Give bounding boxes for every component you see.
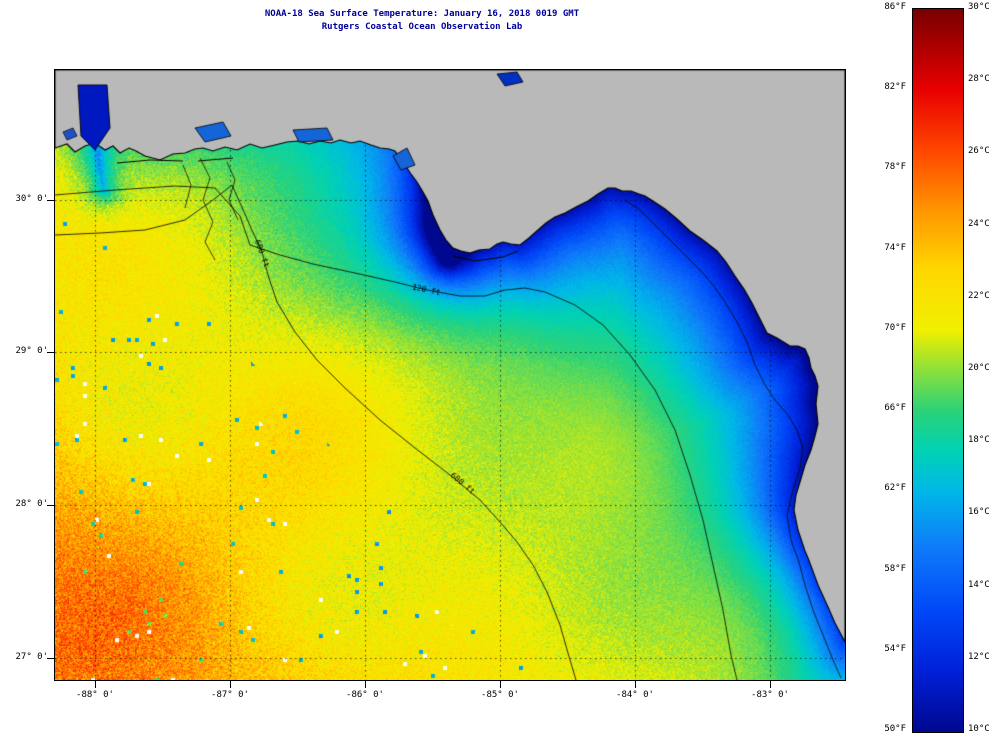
colorbar-f-label: 86°F [884, 2, 906, 12]
x-tick-mark [365, 681, 366, 688]
title-line2: Rutgers Coastal Ocean Observation Lab [321, 22, 523, 32]
colorbar-f-label: 70°F [884, 322, 906, 333]
y-tick-label: 30° 0' [15, 194, 48, 204]
colorbar-c-label: 26°C [968, 146, 990, 157]
colorbar-celsius-labels: 30°C 28°C 26°C 24°C 22°C 20°C 18°C 16°C 14°C 12°C… [968, 0, 1000, 754]
colorbar-f-label: 62°F [884, 483, 906, 494]
colorbar-c-label: 30°C [968, 2, 990, 12]
colorbar-f-label: 50°F [884, 724, 906, 734]
x-tick-label: -86° 0' [346, 690, 384, 700]
colorbar-c-label: 14°C [968, 579, 990, 590]
header: NOAA-18 Sea Surface Temperature: January… [22, 8, 822, 34]
colorbar-gradient [913, 9, 963, 732]
title-line1: NOAA-18 Sea Surface Temperature: January… [264, 9, 580, 19]
y-tick-label: 28° 0' [15, 499, 48, 509]
colorbar-f-label: 58°F [884, 563, 906, 574]
colorbar-c-label: 18°C [968, 435, 990, 446]
colorbar [912, 8, 964, 733]
x-tick-label: -88° 0' [76, 690, 114, 700]
x-tick-mark [95, 681, 96, 688]
colorbar-f-label: 78°F [884, 162, 906, 173]
y-tick-mark [47, 658, 55, 659]
colorbar-c-label: 28°C [968, 74, 990, 85]
y-tick-label: 29° 0' [15, 346, 48, 356]
x-tick-mark [230, 681, 231, 688]
x-tick-mark [635, 681, 636, 688]
x-tick-label: -83° 0' [751, 690, 789, 700]
y-tick-mark [47, 352, 55, 353]
colorbar-f-label: 74°F [884, 242, 906, 253]
x-tick-label: -85° 0' [481, 690, 519, 700]
colorbar-c-label: 22°C [968, 290, 990, 301]
x-tick-mark [500, 681, 501, 688]
y-tick-mark [47, 200, 55, 201]
map-plot [54, 69, 846, 681]
colorbar-fahrenheit-labels: 86°F 82°F 78°F 74°F 70°F 66°F 62°F 58°F 54°F 50°F [852, 0, 906, 754]
colorbar-c-label: 20°C [968, 363, 990, 373]
x-tick-mark [770, 681, 771, 688]
colorbar-c-label: 12°C [968, 651, 990, 662]
y-tick-label: 27° 0' [15, 652, 48, 662]
colorbar-f-label: 54°F [884, 643, 906, 654]
x-tick-label: -87° 0' [211, 690, 249, 700]
x-tick-label: -84° 0' [616, 690, 654, 700]
colorbar-f-label: 66°F [884, 403, 906, 414]
colorbar-c-label: 24°C [968, 218, 990, 229]
sst-map-canvas [55, 70, 845, 680]
colorbar-c-label: 10°C [968, 724, 990, 734]
y-tick-mark [47, 505, 55, 506]
colorbar-c-label: 16°C [968, 507, 990, 518]
colorbar-f-label: 82°F [884, 82, 906, 93]
